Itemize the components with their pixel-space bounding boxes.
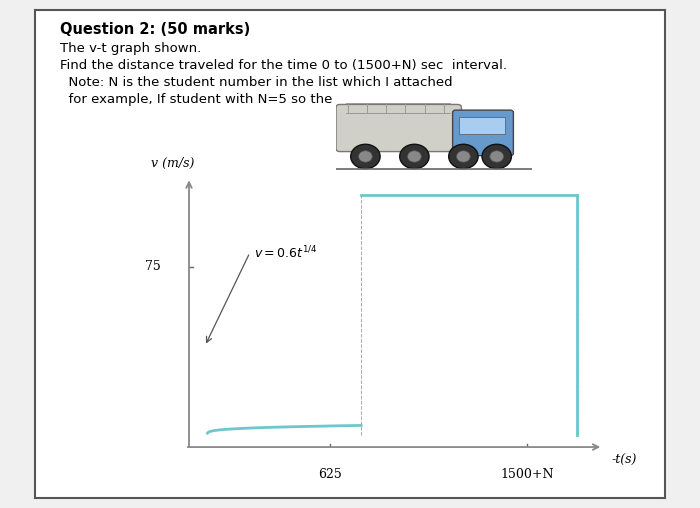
Circle shape: [351, 144, 380, 169]
Text: Note: N is the student number in the list which I attached: Note: N is the student number in the lis…: [60, 76, 453, 89]
Text: Question 2: (50 marks): Question 2: (50 marks): [60, 22, 251, 38]
Text: 625: 625: [318, 468, 342, 481]
Text: -t(s): -t(s): [611, 454, 636, 467]
Text: $v = 0.6t^{1/4}$: $v = 0.6t^{1/4}$: [254, 244, 318, 261]
Text: 75: 75: [145, 261, 160, 273]
Circle shape: [358, 151, 372, 162]
Circle shape: [407, 151, 421, 162]
Circle shape: [490, 151, 503, 162]
Circle shape: [482, 144, 512, 169]
FancyBboxPatch shape: [336, 105, 461, 151]
Text: The v-t graph shown.: The v-t graph shown.: [60, 42, 202, 55]
Bar: [459, 117, 505, 134]
Text: Find the distance traveled for the time 0 to (1500+N) sec  interval.: Find the distance traveled for the time …: [60, 59, 508, 72]
Text: 1500+N: 1500+N: [500, 468, 554, 481]
Text: for example, If student with N=5 so the time = (1500+5) =1505 Sec: for example, If student with N=5 so the …: [60, 93, 527, 106]
FancyBboxPatch shape: [453, 110, 513, 155]
Circle shape: [449, 144, 478, 169]
Circle shape: [400, 144, 429, 169]
Circle shape: [456, 151, 470, 162]
Text: v (m/s): v (m/s): [151, 156, 195, 170]
